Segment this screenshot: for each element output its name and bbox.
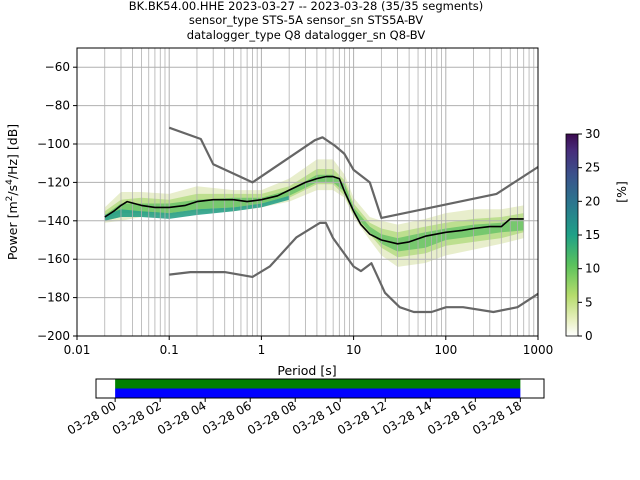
colorbar-label: [%] [614, 181, 629, 203]
timeline-tick-label: 03-28 18 [470, 398, 524, 437]
colorbar-tick-label: 5 [585, 295, 593, 309]
timeline-tick-label: 03-28 04 [155, 398, 209, 437]
timeline-tick-label: 03-28 08 [245, 398, 299, 437]
y-tick-label: −80 [45, 99, 70, 113]
colorbar-tick-label: 20 [585, 194, 600, 208]
noise-model-layer [168, 126, 539, 314]
y-tick-label: −200 [37, 329, 70, 343]
mode-line [104, 175, 524, 245]
colorbar-tick-label: 10 [585, 262, 600, 276]
timeline-tick-label: 03-28 16 [425, 398, 479, 437]
mode-line-layer [104, 175, 524, 245]
title-line-2: sensor_type STS-5A sensor_sn STS5A-BV [189, 13, 423, 27]
y-axis-label: Power [m2/s4/Hz] [dB] [5, 124, 20, 260]
y-axis-ticks: −200 −180 −160 −140 −120 −100 −80 −60 [37, 60, 77, 343]
timeline-tick-label: 03-28 06 [200, 398, 254, 437]
colorbar-tick-label: 30 [585, 127, 600, 141]
colorbar-tick-label: 0 [585, 329, 593, 343]
new-low-noise-model-line [169, 221, 539, 314]
title-line-3: datalogger_type Q8 datalogger_sn Q8-BV [187, 28, 426, 42]
colorbar-tick-label: 15 [585, 228, 600, 242]
y-tick-label: −120 [37, 175, 70, 189]
timeline-tick-label: 03-28 10 [290, 398, 344, 437]
density-band-3 [104, 195, 290, 221]
y-tick-label: −180 [37, 291, 70, 305]
x-tick-label: 0.01 [64, 343, 91, 357]
plot-frame [76, 47, 539, 337]
y-tick-label: −140 [37, 214, 70, 228]
new-high-noise-model-line [168, 126, 539, 219]
title-line-1: BK.BK54.00.HHE 2023-03-27 -- 2023-03-28 … [129, 0, 483, 13]
colorbar: 0 5 10 15 20 25 30 [565, 127, 600, 343]
density-layer [104, 159, 524, 267]
timeline-tick-label: 03-28 12 [335, 398, 389, 437]
x-tick-label: 100 [434, 343, 457, 357]
timeline-frame [95, 378, 545, 399]
y-tick-label: −100 [37, 137, 70, 151]
y-tick-label: −160 [37, 252, 70, 266]
x-axis-label: Period [s] [277, 363, 336, 378]
timeline-tick-label: 03-28 14 [380, 398, 434, 437]
psd-plot-area: 0.01 0.1 1 10 100 1000 −200 −180 −160 −140 −120 −1… [37, 47, 554, 357]
colorbar-scale [565, 133, 579, 337]
timeline-segment-data [115, 379, 521, 389]
x-axis-ticks: 0.01 0.1 1 10 100 1000 [64, 336, 554, 357]
y-tick-label: −60 [45, 60, 70, 74]
x-tick-label: 1 [258, 343, 266, 357]
x-tick-label: 0.1 [160, 343, 179, 357]
colorbar-tick-label: 25 [585, 161, 600, 175]
timeline-tick-label: 03-28 00 [65, 398, 119, 437]
x-tick-label: 10 [346, 343, 361, 357]
timeline-segment-used [115, 388, 521, 398]
grid-layer [76, 48, 538, 337]
x-tick-label: 1000 [523, 343, 554, 357]
timeline-tick-label: 03-28 02 [110, 398, 164, 437]
